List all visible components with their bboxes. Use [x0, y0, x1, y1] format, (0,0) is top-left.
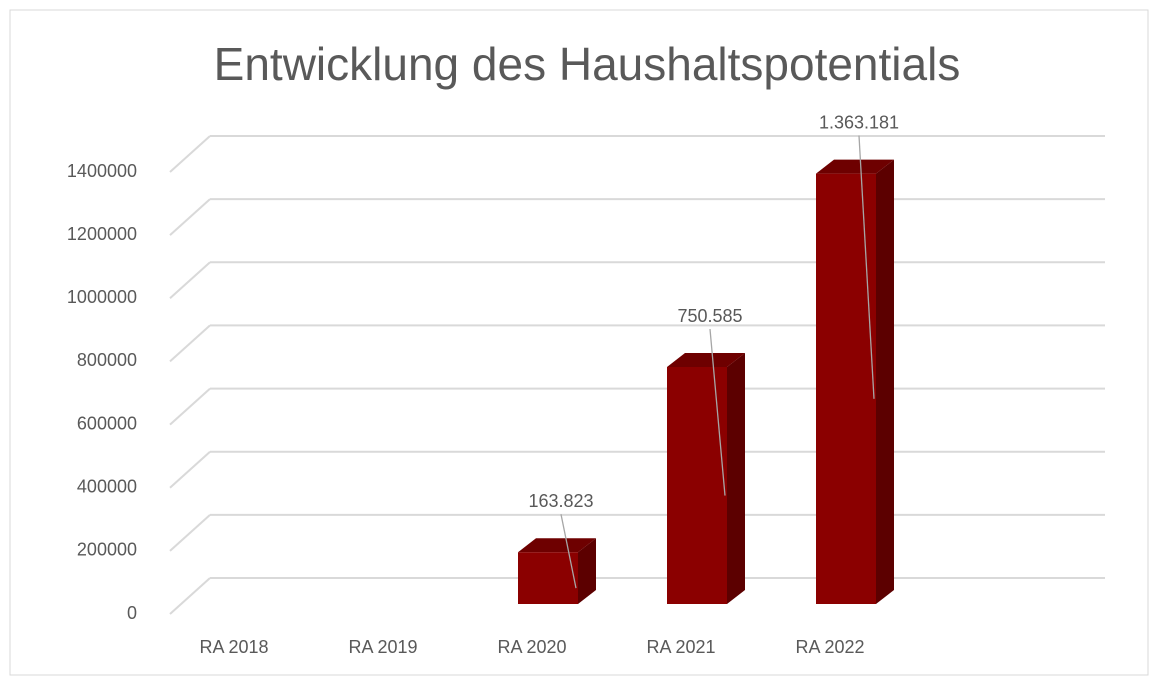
grid-line-side [169, 198, 211, 236]
grid-line-side [169, 387, 211, 426]
bar-front [816, 173, 876, 605]
y-tick-label: 0 [127, 603, 137, 623]
y-tick-label: 1200000 [67, 224, 137, 244]
y-tick-label: 800000 [77, 350, 137, 370]
y-tick-label: 200000 [77, 540, 137, 560]
y-tick-label: 400000 [77, 476, 137, 496]
leader-line [858, 135, 875, 399]
bar-top [816, 159, 894, 174]
grid-line-side [169, 450, 211, 489]
data-label: 750.585 [677, 306, 742, 326]
data-label: 163.823 [528, 491, 593, 511]
grid-line-side [169, 135, 211, 173]
leader-line [560, 514, 577, 589]
y-tick-label: 1400000 [67, 161, 137, 181]
leader-line [709, 328, 726, 496]
x-tick-label: RA 2020 [497, 637, 566, 657]
bar-side [727, 353, 745, 604]
bar [518, 538, 596, 604]
y-tick-label: 600000 [77, 413, 137, 433]
bar-side [876, 159, 894, 605]
bar-top [518, 538, 596, 553]
x-tick-label: RA 2018 [199, 637, 268, 657]
grid-line-side [169, 261, 211, 300]
x-tick-label: RA 2021 [646, 637, 715, 657]
bar-front [667, 367, 727, 604]
bar [816, 159, 894, 605]
grid-line-side [169, 324, 211, 363]
grid-line-side [169, 577, 211, 615]
x-tick-label: RA 2022 [795, 637, 864, 657]
bar-top [667, 353, 745, 368]
grid-line-side [169, 514, 211, 552]
bar-side [578, 538, 596, 604]
x-tick-label: RA 2019 [348, 637, 417, 657]
bar-front [518, 552, 578, 604]
data-label: 1.363.181 [819, 112, 899, 132]
bar [667, 353, 745, 604]
y-tick-label: 1000000 [67, 287, 137, 307]
chart-title: Entwicklung des Haushaltspotentials [214, 38, 961, 90]
